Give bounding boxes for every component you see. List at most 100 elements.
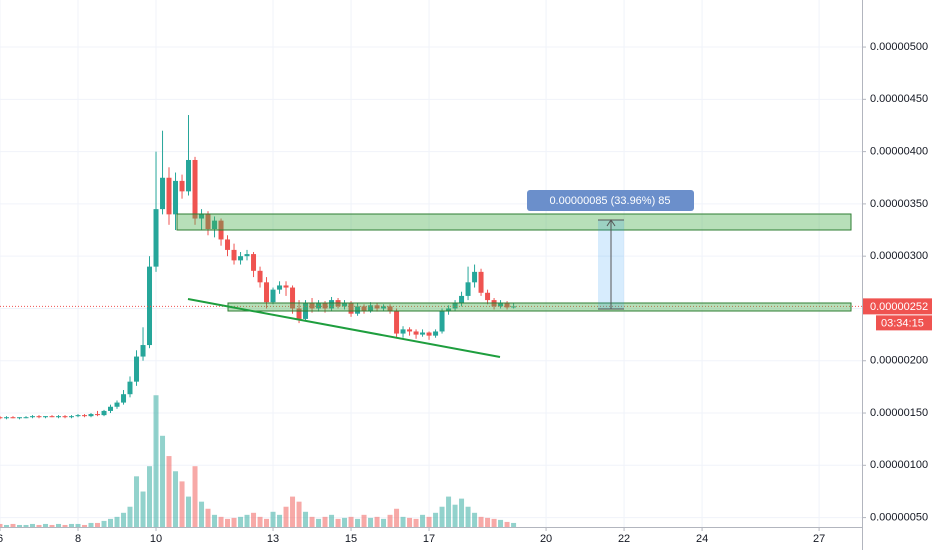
candle-body [251,254,257,271]
volume-bar [270,511,276,527]
volume-bar [251,512,257,527]
volume-bar [407,517,413,527]
candle-body [160,177,166,210]
volume-bar [400,516,406,527]
volume-bar [459,498,465,527]
volume-bar [413,518,419,527]
volume-bar [17,524,23,527]
candle-body [186,159,192,192]
volume-bar [478,516,484,527]
volume-bar [101,520,107,527]
x-tick-label: 6 [0,533,3,545]
candle-body [342,303,348,307]
candle-body [114,402,120,407]
candle-body [446,308,452,311]
volume-bar [114,516,120,527]
volume-bar [75,523,81,527]
candle-body [244,254,250,257]
candle-body [212,220,218,229]
support-zone[interactable] [227,302,852,312]
volume-bar [387,514,393,527]
volume-bar [134,476,140,527]
volume-bar [186,496,192,527]
candle-body [452,303,458,309]
x-tick-label: 13 [267,533,279,545]
volume-bar [107,518,113,527]
candle-body [394,310,400,334]
volume-bar [485,517,491,527]
volume-bar [49,524,55,527]
volume-bar [472,512,478,527]
volume-bar [309,516,315,527]
volume-bar [439,506,445,527]
volume-bar [374,516,380,527]
candle-body [134,356,140,382]
candle-body [147,266,153,346]
volume-bar [205,508,211,527]
last-price-box [863,298,932,315]
volume-bar [264,518,270,527]
volume-bar [504,521,510,527]
candle-body [29,416,35,418]
candle-body [238,256,244,261]
volume-bar [62,524,68,527]
candle-body [439,310,445,332]
x-tick-label: 24 [696,533,708,545]
trend-line[interactable] [187,298,501,358]
candle-body [264,282,270,303]
volume-bar [192,466,198,527]
volume-bar [322,516,328,527]
candle-body [277,285,283,290]
drawings: 0.00000085 (33.96%) 85 [176,190,852,358]
volume-bar [348,516,354,527]
candle-body [387,306,393,311]
volume-bar [147,466,153,527]
candle-body [95,414,101,416]
volume-bar [361,514,367,527]
volume-bar [88,522,94,527]
candle-body [88,414,94,417]
candle-body [361,306,367,311]
candle-body [478,271,484,293]
candle-body [225,239,231,250]
candle-body [283,285,289,288]
candle-body [426,332,432,336]
candle-body [485,292,491,301]
x-tick-label: 17 [423,533,435,545]
candle-body [433,331,439,336]
volume-bar [420,514,426,527]
candle-body [62,416,68,418]
candle-body [231,249,237,261]
volume-bar [303,511,309,527]
volume-bar [355,518,361,527]
axes: 0.00000050 0.00000100 0.00000150 0.00000200… [0,41,932,545]
volume-bar [452,504,458,527]
countdown-box [876,315,932,331]
volume-bar [296,501,302,527]
volume-bar [316,518,322,527]
candle-body [17,417,23,419]
volume-bar [43,523,49,527]
candle-body [290,287,296,309]
candle-body [56,416,62,418]
volume-bar [212,514,218,527]
y-tick-label: 0.00000100 [870,459,928,471]
x-tick-label: 10 [150,533,162,545]
candle-body [459,295,465,304]
x-tick-label: 27 [813,533,825,545]
volume-bar [121,512,127,527]
volume-bar [68,523,74,527]
candle-body [199,214,205,219]
candle-body [498,303,504,307]
volume-bar [491,518,497,527]
volume-bar [4,524,10,527]
volume-bar [335,518,341,527]
y-tick-label: 0.00000450 [870,93,928,105]
candle-body [0,417,3,419]
x-tick-label: 15 [345,533,357,545]
volume-bar [140,491,146,527]
candle-body [49,416,55,418]
resistance-zone[interactable] [176,213,852,231]
candle-body [511,306,517,308]
